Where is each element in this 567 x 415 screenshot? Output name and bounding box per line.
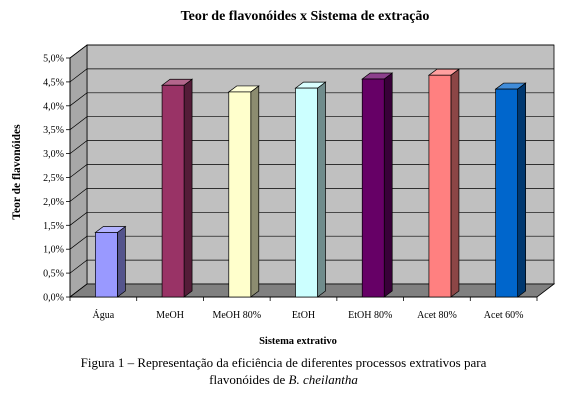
gridline <box>69 211 554 226</box>
gridline <box>69 188 554 202</box>
caption-line-2-prefix: flavonóides de <box>209 372 289 387</box>
bar-side <box>117 225 126 298</box>
y-tick-label: 5,0% <box>43 54 64 65</box>
y-tick-label: 0,5% <box>43 269 64 280</box>
x-tick-label: EtOH 80% <box>348 310 392 321</box>
gridline <box>69 140 554 154</box>
bar <box>428 74 452 298</box>
caption-species-name: B. cheilantha <box>288 372 358 387</box>
bar-side <box>317 81 326 298</box>
y-tick-label: 1,5% <box>43 221 64 232</box>
x-axis-label: Sistema extrativo <box>259 336 337 347</box>
figure-caption: Figura 1 – Representação da eficiência d… <box>0 354 567 388</box>
y-tick-label: 3,0% <box>43 149 64 160</box>
x-tick-label: MeOH <box>156 310 184 321</box>
y-tick-label: 4,0% <box>43 101 64 112</box>
caption-line-1: Figura 1 – Representação da eficiência d… <box>80 355 487 370</box>
x-tick-label: EtOH <box>292 310 315 321</box>
gridline <box>69 68 554 83</box>
gridline <box>69 259 554 274</box>
x-tick-label: Acet 60% <box>484 310 524 321</box>
y-tick-label: 2,5% <box>43 173 64 184</box>
bar <box>161 84 185 298</box>
bar-side <box>450 68 460 298</box>
bar-side <box>250 85 260 298</box>
x-tick-label: MeOH 80% <box>212 310 261 321</box>
bar-side <box>517 82 526 298</box>
y-tick-label: 2,0% <box>43 197 64 208</box>
gridline <box>69 44 554 59</box>
y-tick-label: 3,5% <box>43 125 64 136</box>
chart-title: Teor de flavonóides x Sistema de extraçã… <box>181 9 430 24</box>
caption-line-2: flavonóides de B. cheilantha <box>0 371 567 388</box>
y-tick-label: 1,0% <box>43 245 64 256</box>
plot-area: 0,0% 0,5% 1,0% 1,5% 2,0% 2,5% 3,0% 3,5% 4,0% 4,5%… <box>43 44 556 321</box>
y-axis-label: Teor de flavonóides <box>11 124 23 220</box>
bar <box>295 87 318 298</box>
gridline <box>69 235 554 250</box>
bar <box>361 78 385 298</box>
gridline <box>69 116 554 130</box>
bar <box>95 232 118 298</box>
x-tick-label: Acet 80% <box>417 310 457 321</box>
bar-side <box>183 78 193 298</box>
bar-side <box>383 72 393 298</box>
gridline <box>69 164 554 178</box>
x-tick-label: Água <box>93 309 115 321</box>
bar <box>228 91 252 298</box>
bar <box>495 88 518 298</box>
y-tick-label: 0,0% <box>43 293 64 304</box>
gridline <box>69 92 554 107</box>
y-tick-label: 4,5% <box>43 77 64 88</box>
